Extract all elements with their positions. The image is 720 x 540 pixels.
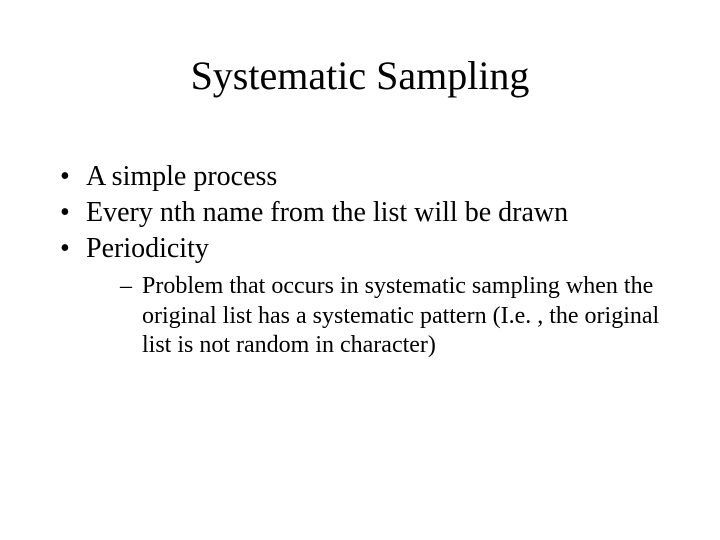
bullet-item: Periodicity Problem that occurs in syste… — [58, 232, 668, 360]
bullet-item: A simple process — [58, 160, 668, 194]
slide-title: Systematic Sampling — [0, 52, 720, 99]
slide-body: A simple process Every nth name from the… — [58, 160, 668, 362]
bullet-text: Every nth name from the list will be dra… — [86, 197, 568, 228]
bullet-list: A simple process Every nth name from the… — [58, 160, 668, 360]
bullet-item: Every nth name from the list will be dra… — [58, 196, 668, 230]
sub-bullet-text: Problem that occurs in systematic sampli… — [142, 273, 659, 358]
bullet-text: Periodicity — [86, 233, 209, 264]
bullet-text: A simple process — [86, 161, 277, 192]
sub-bullet-list: Problem that occurs in systematic sampli… — [86, 272, 668, 360]
slide: Systematic Sampling A simple process Eve… — [0, 0, 720, 540]
sub-bullet-item: Problem that occurs in systematic sampli… — [120, 272, 668, 360]
